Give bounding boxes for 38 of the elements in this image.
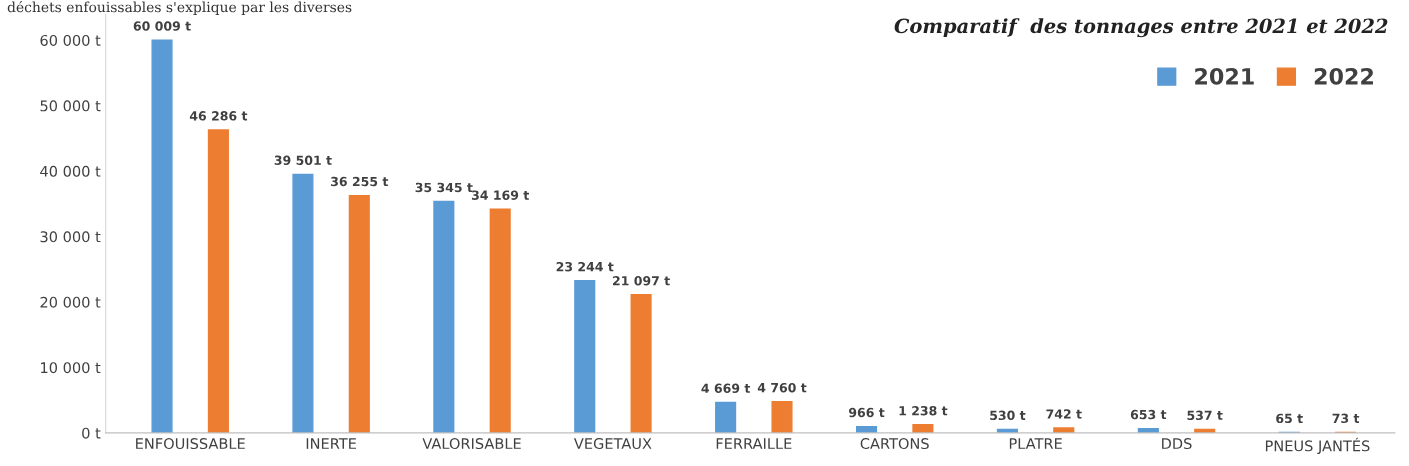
data-label: 60 009 t: [133, 21, 191, 31]
y-tick-label: 50 000 t: [40, 100, 101, 112]
data-label: 1 238 t: [899, 405, 948, 416]
data-label: 73 t: [1332, 413, 1360, 424]
x-tick-label: FERRAILLE: [716, 438, 792, 449]
data-label: 742 t: [1046, 409, 1082, 419]
y-tick-label: 40 000 t: [40, 165, 101, 177]
x-tick-label: CARTONS: [860, 438, 929, 450]
data-label: 537 t: [1187, 410, 1223, 421]
data-label: 4 669 t: [701, 383, 751, 393]
y-tick-label: 0 t: [82, 427, 101, 439]
x-tick-label: VEGETAUX: [573, 438, 652, 450]
chart-title: Comparatif des tonnages entre 2021 et 2022: [894, 18, 1388, 38]
data-label: 46 286 t: [189, 111, 248, 121]
x-tick-label: PLATRE: [1009, 438, 1062, 449]
x-tick-label: DDS: [1162, 438, 1192, 450]
data-label: 34 169 t: [471, 190, 529, 200]
y-tick-label: 60 000 t: [40, 34, 101, 46]
data-label: 23 244 t: [556, 261, 614, 272]
data-label: 21 097 t: [613, 275, 670, 286]
data-label: 966 t: [848, 407, 885, 418]
x-tick-label: VALORISABLE: [422, 438, 521, 450]
annotation: déchets enfouissables s'explique par les diverses: [7, 0, 352, 15]
data-label: 530 t: [990, 410, 1026, 421]
data-label: 35 345 t: [415, 182, 473, 193]
data-label: 39 501 t: [274, 155, 332, 165]
y-tick-label: 10 000 t: [41, 362, 101, 374]
data-label: 65 t: [1276, 413, 1303, 424]
y-tick-label: 30 000 t: [40, 231, 101, 243]
data-label: 36 255 t: [331, 176, 389, 187]
x-tick-label: PNEUS JANTÉS: [1265, 437, 1370, 455]
data-label: 4 760 t: [757, 382, 807, 393]
legend-label: 2022: [1314, 67, 1373, 85]
data-label: 653 t: [1130, 409, 1167, 420]
x-tick-label: INERTE: [306, 438, 356, 449]
legend-label: 2021: [1195, 67, 1254, 85]
x-tick-label: ENFOUISSABLE: [136, 438, 245, 450]
y-tick-label: 20 000 t: [40, 296, 101, 308]
